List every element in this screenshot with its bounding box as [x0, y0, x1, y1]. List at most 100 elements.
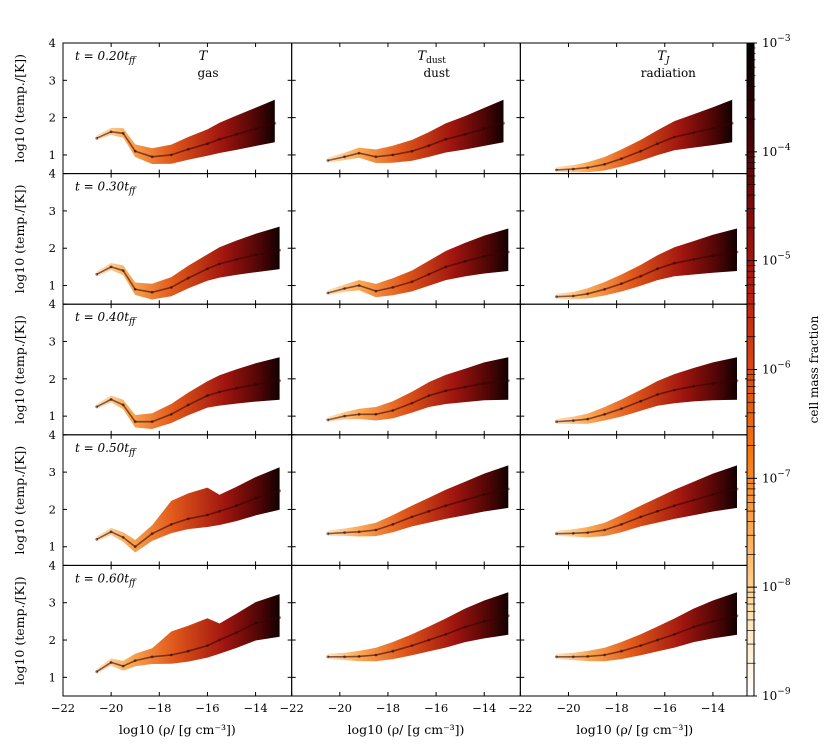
ridge-point	[326, 532, 330, 536]
ridge-point	[150, 420, 154, 424]
ridge-point	[374, 289, 378, 293]
x-axis-label: log10 (ρ/ [g cm⁻³])	[119, 722, 236, 737]
ridge-point	[444, 137, 448, 141]
histogram-region	[95, 357, 281, 429]
distribution-ridge	[96, 122, 276, 158]
y-tick-label: 3	[49, 73, 56, 87]
ridge-point	[571, 655, 575, 659]
ridge-point	[692, 131, 695, 135]
ridge-point	[254, 127, 257, 131]
histogram-region	[555, 99, 734, 173]
ridge-point	[656, 638, 659, 642]
y-tick-label: 4	[49, 167, 56, 181]
ridge-point	[186, 403, 190, 407]
panel-r5-c2: −20 −18 −16 −14 −22	[280, 564, 521, 715]
ridge-point	[150, 655, 154, 659]
distribution-area	[327, 357, 509, 423]
ridge-point	[273, 121, 277, 125]
x-tick-label: −18	[376, 701, 400, 715]
x-tick-label: −16	[653, 701, 677, 715]
ridge-point	[169, 412, 173, 416]
ridge-point	[186, 517, 190, 521]
ridge-point	[639, 644, 643, 647]
ridge-point	[234, 504, 238, 508]
ridge-point	[410, 149, 414, 153]
ridge-point	[571, 531, 575, 535]
panel-r2-c1: 1 2 3 4 t = 0.30tff	[49, 167, 293, 305]
ridge-point	[343, 655, 346, 659]
ridge-point	[206, 513, 209, 517]
ridge-point	[555, 420, 558, 424]
x-tick-label: −20	[556, 701, 580, 715]
ridge-point	[343, 531, 346, 534]
x-tick-label: −20	[99, 701, 123, 715]
ridge-point	[410, 644, 414, 647]
ridge-point	[234, 258, 238, 261]
ridge-point	[444, 504, 448, 508]
ridge-point	[150, 532, 154, 536]
y-tick-label: 1	[49, 540, 56, 554]
x-tick-label: −22	[280, 701, 304, 715]
distribution-area	[556, 99, 733, 173]
distribution-area	[96, 99, 275, 164]
ridge-point	[218, 390, 221, 394]
x-tick-label: −16	[424, 701, 448, 715]
ridge-point	[391, 409, 395, 412]
distribution-area	[327, 465, 509, 537]
histogram-region	[555, 357, 739, 424]
ridge-point	[571, 294, 575, 298]
ridge-point	[234, 133, 238, 136]
ridge-point	[254, 621, 257, 625]
panel-r2-c3	[519, 173, 750, 305]
y-axis-label: log10 (temp./[K])	[12, 315, 27, 424]
ridge-point	[169, 286, 173, 289]
ridge-point	[357, 412, 361, 416]
x-tick-label: −18	[147, 701, 171, 715]
ridge-point	[735, 614, 739, 618]
ridge-point	[278, 616, 281, 619]
ridge-point	[444, 633, 448, 636]
ridge-point	[711, 493, 715, 496]
ridge-point	[326, 159, 330, 162]
ridge-point	[620, 523, 623, 526]
ridge-point	[357, 284, 361, 287]
ridge-point	[482, 127, 486, 131]
ridge-point	[357, 530, 361, 534]
ridge-point	[730, 121, 734, 125]
ridge-point	[343, 414, 346, 418]
ridge-point	[639, 515, 643, 519]
ridge-point	[711, 381, 715, 385]
ridge-point	[278, 379, 281, 383]
ridge-point	[133, 659, 137, 662]
distribution-area	[96, 357, 280, 429]
ridge-point	[586, 655, 590, 658]
ridge-point	[656, 509, 659, 513]
y-tick-label: 3	[49, 335, 56, 349]
ridge-point	[656, 267, 659, 271]
ridge-point	[391, 153, 395, 157]
ridge-point	[603, 653, 606, 657]
ridge-point	[656, 142, 659, 146]
ridge-point	[410, 280, 414, 284]
ridge-point	[603, 412, 606, 416]
ridge-point	[169, 523, 173, 526]
ridge-point	[109, 398, 113, 401]
ridge-point	[735, 379, 739, 383]
ridge-point	[278, 248, 281, 252]
distribution-area	[96, 467, 280, 553]
time-label: t = 0.30tff	[75, 180, 137, 197]
colorbar-tick-label: 10−6	[762, 361, 791, 377]
colorbar-tick-label: 10−8	[762, 578, 791, 594]
ridge-point	[206, 267, 209, 271]
histogram-region	[95, 594, 281, 674]
ridge-point	[133, 149, 137, 153]
ridge-point	[234, 631, 238, 634]
panel-r5-c1: −22 −20 −18 −16 −14 1 2 3 4 t = 0.60tff	[49, 558, 293, 715]
ridge-point	[357, 655, 361, 658]
distribution-area	[556, 592, 737, 662]
ridge-point	[656, 393, 659, 396]
panel-r4-c3	[519, 434, 750, 566]
ridge-point	[506, 487, 510, 491]
y-tick-label: 3	[49, 596, 56, 610]
